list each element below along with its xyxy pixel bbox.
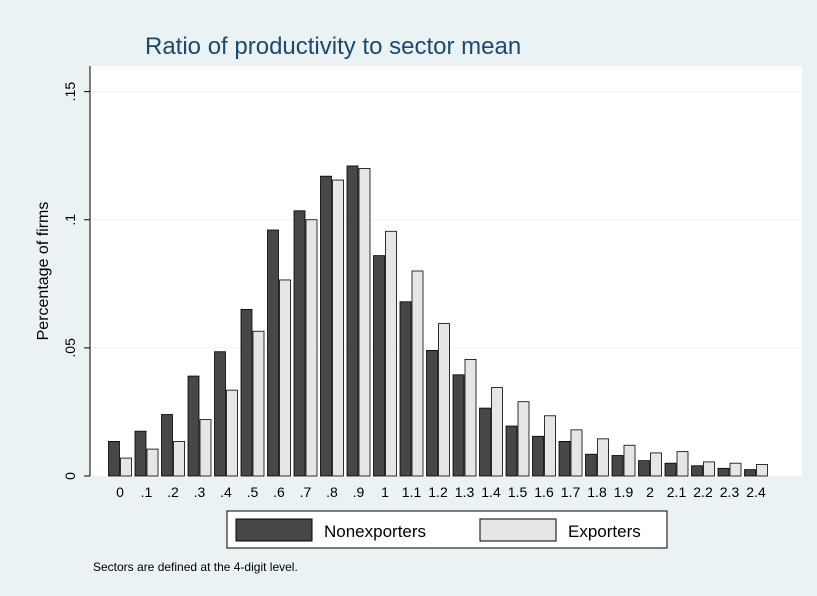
legend: Nonexporters Exporters bbox=[226, 510, 668, 549]
bar-nonexporters bbox=[664, 462, 677, 477]
bar-nonexporters bbox=[479, 407, 491, 477]
legend-swatch-exporters bbox=[479, 518, 557, 542]
bar-nonexporters bbox=[134, 430, 147, 477]
bar-exporters bbox=[411, 270, 424, 477]
bars bbox=[108, 165, 768, 477]
y-tick-label: .15 bbox=[62, 82, 78, 102]
bar-nonexporters bbox=[240, 309, 253, 477]
x-tick-label: 1.8 bbox=[587, 484, 607, 500]
bar-nonexporters bbox=[161, 414, 173, 477]
bar-exporters bbox=[570, 429, 583, 477]
bar-exporters bbox=[146, 448, 159, 477]
bar-exporters bbox=[729, 462, 742, 477]
bar-nonexporters bbox=[108, 441, 120, 477]
x-tick-label: 1.9 bbox=[614, 484, 634, 500]
bar-exporters bbox=[756, 464, 768, 477]
bar-exporters bbox=[358, 168, 371, 477]
bar-nonexporters bbox=[611, 455, 624, 477]
bar-nonexporters bbox=[744, 469, 756, 477]
bar-nonexporters bbox=[187, 375, 200, 477]
x-tick-label: 1.6 bbox=[534, 484, 554, 500]
x-tick-label: .5 bbox=[247, 484, 259, 500]
bar-exporters bbox=[332, 179, 344, 477]
bar-nonexporters bbox=[558, 441, 571, 477]
bar-nonexporters bbox=[214, 351, 226, 477]
bar-exporters bbox=[385, 230, 397, 477]
x-tick-label: 2.3 bbox=[720, 484, 740, 500]
x-tick-label: 0 bbox=[116, 484, 124, 500]
x-tick-label: 2.1 bbox=[667, 484, 687, 500]
x-tick-label: 1.3 bbox=[455, 484, 475, 500]
x-tick-label: 1 bbox=[381, 484, 389, 500]
x-tick-label: .8 bbox=[326, 484, 338, 500]
bar-exporters bbox=[464, 359, 477, 477]
bar-exporters bbox=[305, 219, 318, 477]
x-tick-label: .9 bbox=[353, 484, 365, 500]
bar-nonexporters bbox=[426, 350, 438, 477]
bar-exporters bbox=[252, 330, 265, 477]
chart-note: Sectors are defined at the 4-digit level… bbox=[93, 560, 298, 574]
x-tick-label: 1.4 bbox=[481, 484, 501, 500]
chart-title: Ratio of productivity to sector mean bbox=[145, 33, 521, 60]
y-tick-label: .05 bbox=[62, 338, 78, 358]
bar-exporters bbox=[623, 444, 636, 477]
x-tick-label: 1.2 bbox=[428, 484, 448, 500]
bar-exporters bbox=[120, 457, 132, 477]
x-tick-label: .2 bbox=[167, 484, 179, 500]
bar-nonexporters bbox=[717, 467, 730, 477]
legend-swatch-nonexporters bbox=[235, 518, 313, 542]
bar-nonexporters bbox=[452, 374, 465, 477]
bar-nonexporters bbox=[399, 301, 412, 477]
bar-nonexporters bbox=[532, 435, 544, 477]
x-tick-label: 2.2 bbox=[693, 484, 713, 500]
y-axis-label: Percentage of firms bbox=[35, 202, 52, 341]
x-axis-ticks: 0 .1 .2 .3 .4 .5 .6 .7 .8 .9 1 1.1 1.2 1.3 1.4 1.5 1.6 1.… bbox=[116, 484, 766, 500]
bar-exporters bbox=[650, 452, 662, 477]
bar-exporters bbox=[199, 419, 212, 477]
x-tick-label: 1.1 bbox=[402, 484, 422, 500]
bar-exporters bbox=[279, 279, 291, 477]
x-tick-label: .6 bbox=[273, 484, 285, 500]
bar-nonexporters bbox=[267, 229, 279, 477]
bar-exporters bbox=[438, 323, 450, 477]
bar-nonexporters bbox=[293, 210, 306, 477]
legend-label-exporters: Exporters bbox=[568, 522, 641, 541]
bar-exporters bbox=[517, 401, 530, 477]
bar-exporters bbox=[703, 461, 715, 477]
bar-nonexporters bbox=[505, 425, 518, 477]
y-tick-label: 0 bbox=[62, 472, 78, 480]
y-axis-ticks: 0 .05 .1 .15 bbox=[62, 82, 90, 480]
x-tick-label: .3 bbox=[194, 484, 206, 500]
x-tick-label: .4 bbox=[220, 484, 232, 500]
x-tick-label: .1 bbox=[141, 484, 153, 500]
bar-nonexporters bbox=[638, 460, 650, 477]
bar-nonexporters bbox=[346, 165, 359, 477]
bar-exporters bbox=[676, 451, 689, 477]
bar-exporters bbox=[597, 438, 609, 477]
bar-nonexporters bbox=[320, 175, 332, 477]
bar-nonexporters bbox=[691, 465, 703, 477]
x-tick-label: 1.7 bbox=[561, 484, 581, 500]
bar-nonexporters bbox=[373, 255, 385, 477]
bar-exporters bbox=[544, 415, 556, 477]
bar-nonexporters bbox=[585, 453, 597, 477]
y-tick-label: .1 bbox=[62, 214, 78, 226]
bar-exporters bbox=[491, 387, 503, 477]
x-tick-label: 1.5 bbox=[508, 484, 528, 500]
x-tick-label: 2.4 bbox=[746, 484, 766, 500]
x-tick-label: 2 bbox=[646, 484, 654, 500]
x-tick-label: .7 bbox=[300, 484, 312, 500]
legend-label-nonexporters: Nonexporters bbox=[324, 522, 426, 541]
bar-exporters bbox=[173, 441, 185, 477]
bar-exporters bbox=[226, 389, 238, 477]
